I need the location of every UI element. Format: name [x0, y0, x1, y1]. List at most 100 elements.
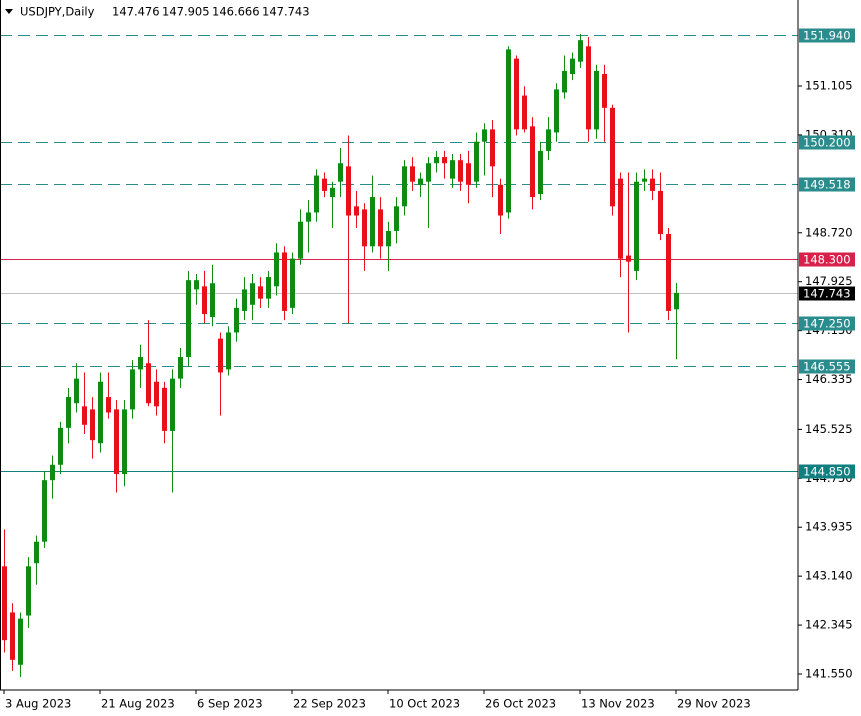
- x-tick-label: 26 Oct 2023: [485, 697, 556, 711]
- level-label: 144.850: [803, 465, 851, 479]
- candle-body: [562, 70, 567, 93]
- y-tick-label: 143.935: [805, 520, 853, 534]
- candle-body: [114, 409, 119, 474]
- candle-body: [482, 129, 487, 142]
- candle-body: [26, 566, 31, 616]
- level-label: 147.250: [803, 317, 851, 331]
- candle-body: [410, 166, 415, 182]
- level-label-box: [799, 135, 855, 150]
- menu-triangle[interactable]: [5, 9, 13, 14]
- candle-body: [50, 464, 55, 481]
- candle-body: [506, 49, 511, 213]
- level-label-box: [799, 464, 855, 479]
- candle-body: [642, 178, 647, 182]
- candle-body: [298, 221, 303, 259]
- x-tick-label: 10 Oct 2023: [389, 697, 460, 711]
- last-high: 147.905: [162, 5, 210, 19]
- candle-body: [394, 206, 399, 231]
- candle-body: [578, 40, 583, 62]
- candle-body: [98, 381, 103, 444]
- level-label: 146.555: [803, 360, 851, 374]
- x-tick-label: 21 Aug 2023: [101, 697, 175, 711]
- candle-body: [490, 129, 495, 167]
- candle-body: [386, 230, 391, 247]
- last-open: 147.476: [112, 5, 160, 19]
- candle-body: [34, 541, 39, 564]
- candle-body: [474, 141, 479, 182]
- y-tick-label: 145.525: [805, 422, 853, 436]
- chart-title: USDJPY,Daily: [20, 5, 95, 19]
- candle-body: [10, 612, 15, 660]
- plot-area: [0, 34, 798, 678]
- candle-body: [170, 378, 175, 431]
- candle-body: [618, 178, 623, 259]
- candle-body: [522, 95, 527, 130]
- x-tick-label: 22 Sep 2023: [293, 697, 366, 711]
- candle-body: [442, 157, 447, 164]
- level-label: 148.300: [803, 253, 851, 267]
- candle-body: [162, 387, 167, 431]
- candle-body: [250, 283, 255, 305]
- candle-body: [282, 252, 287, 311]
- candle-body: [82, 406, 87, 425]
- candle-body: [330, 187, 335, 198]
- candle-body: [186, 280, 191, 358]
- candle-body: [210, 283, 215, 318]
- level-label-box: [799, 252, 855, 267]
- candle-body: [378, 209, 383, 247]
- x-tick-label: 6 Sep 2023: [197, 697, 263, 711]
- candle-body: [362, 209, 367, 247]
- level-label-box: [799, 28, 855, 43]
- candle-body: [146, 363, 151, 404]
- candle-body: [338, 163, 343, 182]
- y-tick-label: 148.720: [805, 225, 853, 239]
- candle-body: [450, 160, 455, 179]
- candle-body: [258, 286, 263, 299]
- candle-body: [634, 181, 639, 271]
- candle-body: [2, 566, 7, 641]
- candle-body: [266, 277, 271, 299]
- last-low: 146.666: [212, 5, 260, 19]
- candle-body: [546, 129, 551, 151]
- candle-body: [418, 178, 423, 185]
- candle-body: [242, 289, 247, 311]
- candle-body: [498, 184, 503, 216]
- candle-body: [530, 126, 535, 198]
- candle-body: [354, 206, 359, 216]
- level-label: 149.518: [803, 178, 851, 192]
- candle-body: [58, 427, 63, 465]
- candle-body: [434, 157, 439, 164]
- y-tick-label: 147.925: [805, 274, 853, 288]
- current-price-box: [799, 286, 855, 301]
- candle-body: [402, 166, 407, 207]
- x-tick-label: 3 Aug 2023: [5, 697, 71, 711]
- y-tick-label: 141.550: [805, 667, 853, 681]
- candle-body: [138, 357, 143, 370]
- candle-body: [650, 178, 655, 191]
- candle-body: [674, 292, 679, 310]
- candle-body: [130, 369, 135, 410]
- candle-body: [346, 166, 351, 216]
- candle-body: [226, 332, 231, 370]
- candle-body: [426, 163, 431, 182]
- y-tick-label: 142.345: [805, 618, 853, 632]
- candle-body: [538, 150, 543, 194]
- candle-body: [322, 178, 327, 191]
- candle-body: [458, 160, 463, 182]
- candle-body: [218, 338, 223, 373]
- last-close: 147.743: [262, 5, 310, 19]
- y-tick-label: 143.140: [805, 569, 853, 583]
- x-tick-label: 29 Nov 2023: [677, 697, 751, 711]
- candle-body: [666, 234, 671, 311]
- level-label-box: [799, 177, 855, 192]
- x-tick-label: 13 Nov 2023: [581, 697, 655, 711]
- candle-body: [626, 255, 631, 262]
- candle-body: [274, 252, 279, 287]
- candle-body: [610, 107, 615, 207]
- candle-body: [370, 197, 375, 247]
- candle-body: [178, 357, 183, 379]
- candle-body: [306, 212, 311, 222]
- candle-body: [90, 409, 95, 441]
